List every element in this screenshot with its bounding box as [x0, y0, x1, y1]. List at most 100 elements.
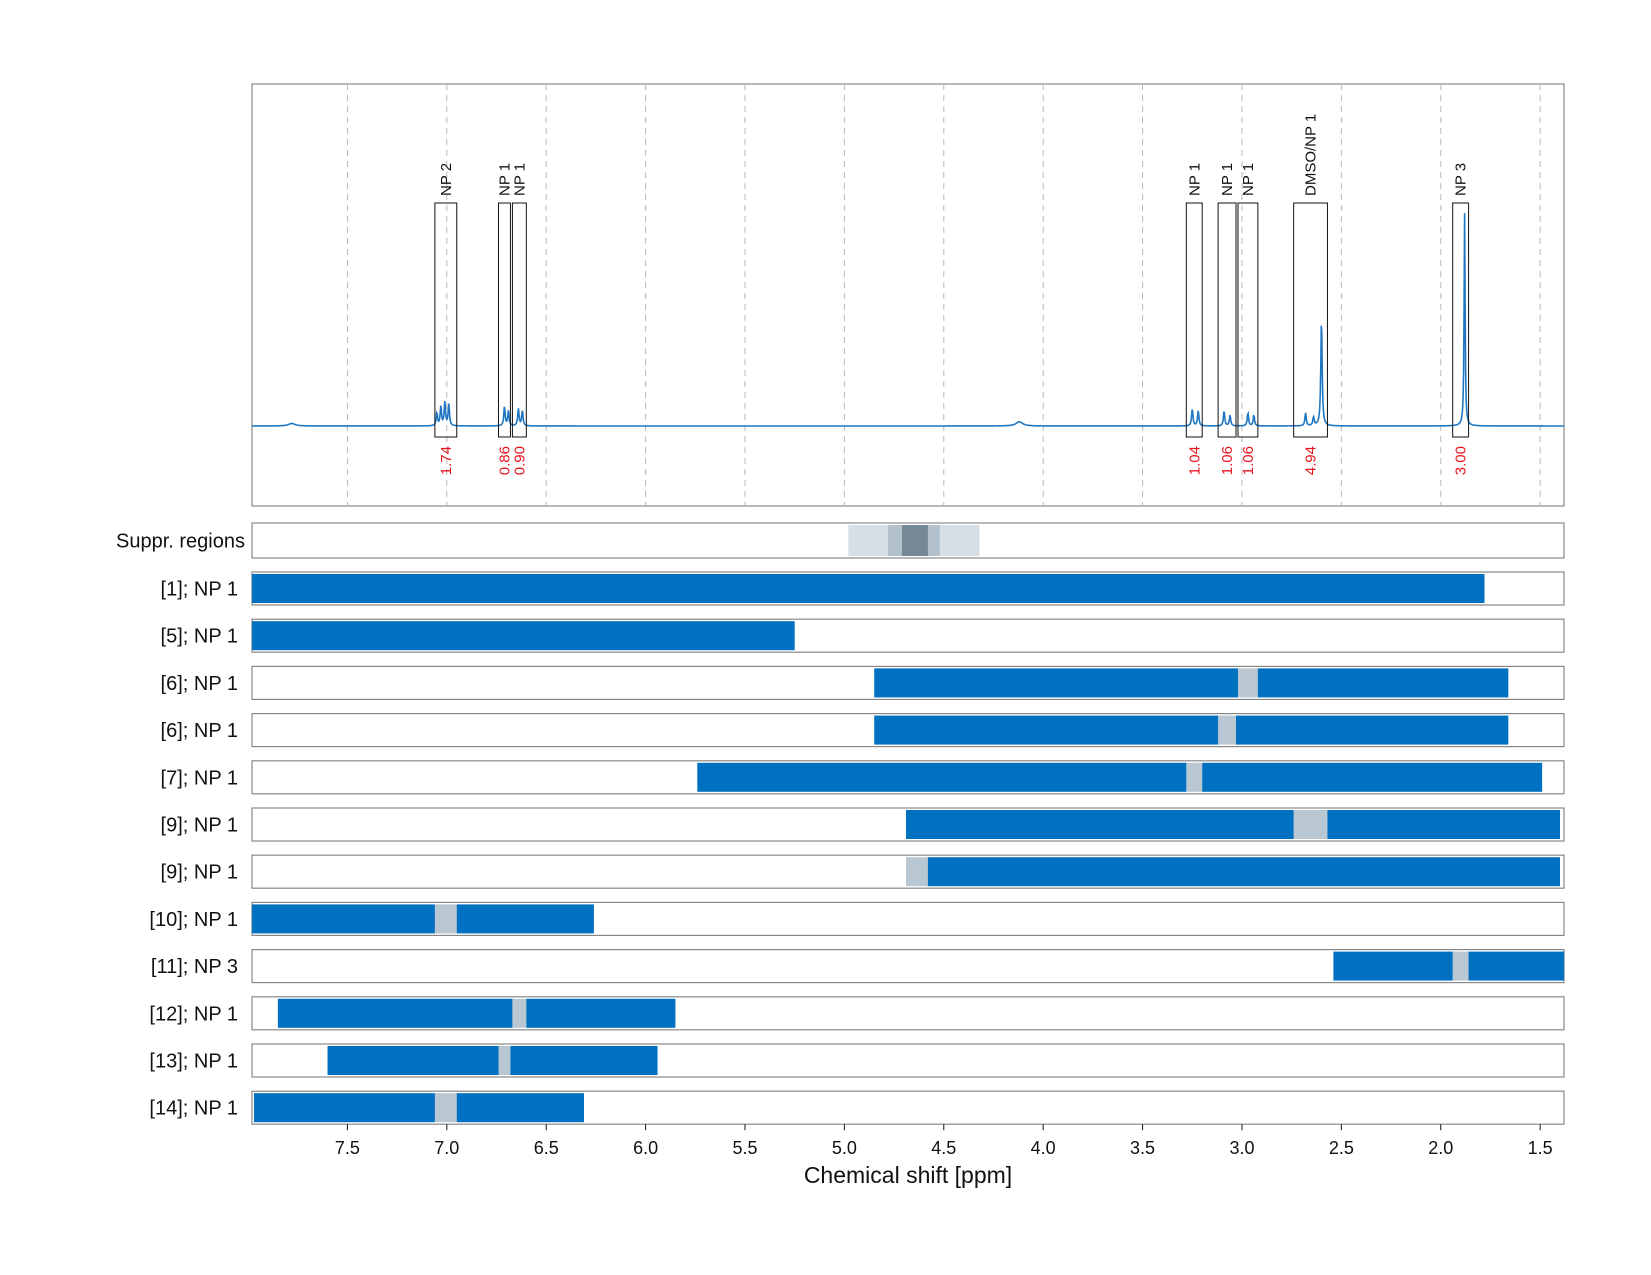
multiplet-row-2: [6]; NP 1: [161, 665, 1565, 701]
row-gap-0: [906, 857, 928, 887]
row-span-0: [277, 998, 513, 1028]
peak-label-7: NP 3: [1453, 163, 1470, 196]
integration-box-5: [1237, 202, 1259, 438]
row-gap-0: [512, 998, 527, 1028]
row-span-0: [697, 762, 1187, 792]
row-label-9: [12]; NP 1: [149, 1003, 238, 1025]
row-gap-0: [1218, 715, 1236, 745]
row-span-1: [1236, 715, 1509, 745]
row-label-4: [7]; NP 1: [161, 767, 238, 789]
x-tick-label-1: 7.0: [434, 1138, 459, 1158]
row-label-2: [6]; NP 1: [161, 673, 238, 695]
peak-label-5: NP 1: [1240, 163, 1257, 196]
x-tick-label-4: 5.5: [732, 1138, 757, 1158]
x-tick-label-9: 3.0: [1229, 1138, 1254, 1158]
integral-value-4: 1.06: [1219, 446, 1236, 475]
row-label-3: [6]; NP 1: [161, 720, 238, 742]
row-span-1: [456, 1093, 584, 1123]
integration-box-2: [511, 202, 527, 438]
x-tick-label-5: 5.0: [832, 1138, 857, 1158]
row-span-0: [253, 1093, 435, 1123]
row-span-0: [252, 574, 1485, 603]
x-axis-title: Chemical shift [ppm]: [804, 1162, 1012, 1188]
row-gap-0: [434, 1093, 457, 1123]
row-span-0: [252, 904, 435, 934]
row-gap-0: [498, 1046, 511, 1075]
peak-label-1: NP 1: [496, 163, 513, 196]
row-span-0: [327, 1046, 499, 1075]
row-span-0: [252, 621, 795, 651]
multiplet-row-8: [11]; NP 3: [151, 948, 1565, 984]
x-tick-label-2: 6.5: [534, 1138, 559, 1158]
suppression-regions-panel: Suppr. regions: [116, 522, 1565, 559]
row-span-0: [874, 715, 1219, 745]
spectrum-trace: [252, 213, 1564, 427]
x-tick-label-11: 2.0: [1428, 1138, 1453, 1158]
row-span-1: [456, 904, 594, 934]
multiplet-row-3: [6]; NP 1: [161, 712, 1565, 748]
x-tick-label-10: 2.5: [1329, 1138, 1354, 1158]
multiplet-row-9: [12]; NP 1: [149, 996, 1565, 1031]
integral-value-3: 1.04: [1186, 446, 1203, 475]
integration-box-6: [1293, 202, 1328, 438]
row-span-0: [874, 668, 1238, 698]
integration-box-4: [1217, 202, 1237, 438]
row-label-5: [9]; NP 1: [161, 815, 238, 837]
spectrum-panel: NP 2 1.74 NP 1 0.86 NP 1 0.90 NP 1 1.04 NP 1 1.06…: [251, 83, 1565, 507]
x-tick-label-6: 4.5: [931, 1138, 956, 1158]
multiplet-row-7: [10]; NP 1: [149, 901, 1565, 937]
integration-box-0: [434, 202, 458, 438]
multiplet-row-4: [7]; NP 1: [161, 760, 1565, 795]
peak-label-3: NP 1: [1186, 163, 1203, 196]
peak-label-6: DMSO/NP 1: [1303, 114, 1320, 196]
multiplet-row-6: [9]; NP 1: [161, 854, 1565, 889]
row-span-1: [1468, 951, 1564, 981]
peak-label-2: NP 1: [511, 163, 528, 196]
row-span-0: [906, 810, 1294, 839]
integration-box-7: [1452, 202, 1470, 438]
multiplet-row-11: [14]; NP 1: [149, 1090, 1565, 1125]
row-label-8: [11]; NP 3: [151, 956, 238, 978]
multiplet-rows-panel: [1]; NP 1 [5]; NP 1 [6]; NP 1 [6]; NP 1 [7];…: [149, 571, 1565, 1125]
row-label-7: [10]; NP 1: [149, 909, 238, 931]
row-span-1: [1257, 668, 1509, 698]
x-tick-label-8: 3.5: [1130, 1138, 1155, 1158]
integral-value-5: 1.06: [1240, 446, 1257, 475]
suppr-region-2: [902, 525, 928, 556]
row-gap-0: [1186, 762, 1203, 792]
row-span-1: [510, 1046, 658, 1075]
row-gap-0: [1293, 810, 1328, 839]
row-label-6: [9]; NP 1: [161, 862, 238, 884]
integral-value-2: 0.90: [511, 446, 528, 475]
integration-box-3: [1185, 202, 1203, 438]
integral-value-6: 4.94: [1303, 446, 1320, 475]
row-label-11: [14]; NP 1: [149, 1098, 238, 1120]
row-gap-0: [1452, 951, 1469, 981]
x-tick-label-12: 1.5: [1528, 1138, 1553, 1158]
peak-label-4: NP 1: [1219, 163, 1236, 196]
x-tick-label-3: 6.0: [633, 1138, 658, 1158]
integral-value-1: 0.86: [496, 446, 513, 475]
row-gap-0: [434, 904, 457, 934]
row-gap-0: [1237, 668, 1258, 698]
suppr-label: Suppr. regions: [116, 531, 245, 553]
peak-label-0: NP 2: [438, 163, 455, 196]
x-tick-label-7: 4.0: [1031, 1138, 1056, 1158]
integral-value-0: 1.74: [438, 446, 455, 475]
multiplet-row-0: [1]; NP 1: [161, 571, 1565, 606]
row-span-0: [927, 857, 1561, 887]
spectrum-frame: [251, 83, 1565, 507]
row-span-1: [1202, 762, 1543, 792]
integration-box-1: [497, 202, 511, 438]
multiplet-row-1: [5]; NP 1: [161, 618, 1565, 653]
row-label-0: [1]; NP 1: [161, 579, 238, 601]
row-span-1: [526, 998, 676, 1028]
row-label-10: [13]; NP 1: [149, 1051, 238, 1073]
row-label-1: [5]; NP 1: [161, 626, 238, 648]
x-tick-label-0: 7.5: [335, 1138, 360, 1158]
x-axis: 7.5 7.0 6.5 6.0 5.5 5.0 4.5 4.0 3.5 3.0 2.5 2.0 1.5: [335, 1124, 1553, 1158]
integral-value-7: 3.00: [1453, 446, 1470, 475]
multiplet-row-10: [13]; NP 1: [149, 1043, 1565, 1078]
row-span-1: [1327, 810, 1561, 839]
